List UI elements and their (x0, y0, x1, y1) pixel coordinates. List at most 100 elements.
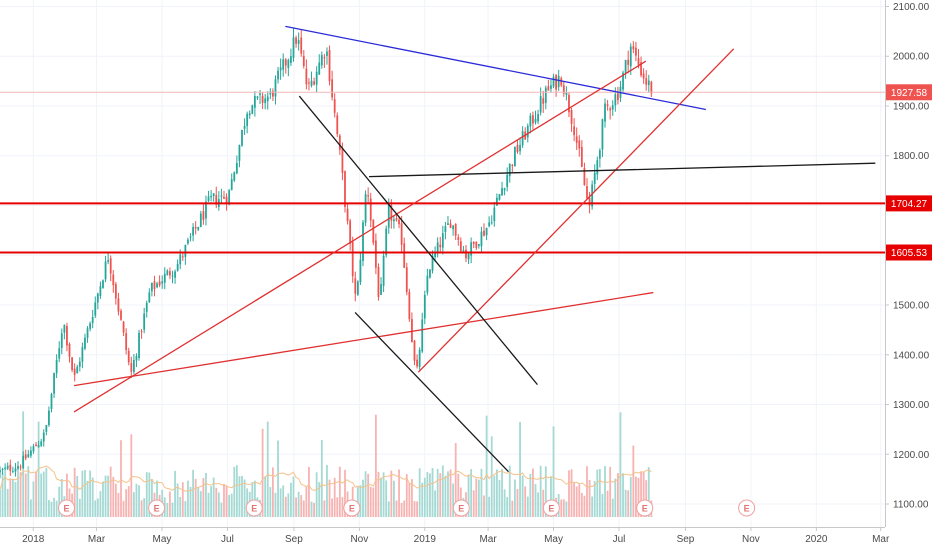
candle[interactable] (48, 406, 50, 427)
candle[interactable] (112, 270, 115, 293)
candle[interactable] (346, 204, 349, 225)
candle[interactable] (125, 328, 128, 355)
candle[interactable] (295, 35, 297, 48)
candle[interactable] (68, 342, 71, 363)
candle[interactable] (640, 56, 642, 78)
candle[interactable] (485, 227, 488, 241)
candle[interactable] (609, 106, 612, 120)
candle[interactable] (356, 280, 359, 296)
candle[interactable] (493, 201, 496, 227)
candle[interactable] (145, 300, 148, 318)
candle[interactable] (120, 308, 122, 321)
candle[interactable] (148, 288, 151, 303)
candle[interactable] (302, 50, 305, 69)
candle[interactable] (251, 104, 254, 115)
candle[interactable] (593, 164, 596, 192)
candle[interactable] (102, 279, 104, 289)
candle[interactable] (246, 111, 249, 134)
candle[interactable] (287, 58, 290, 77)
candle[interactable] (107, 252, 110, 265)
candle[interactable] (380, 277, 382, 296)
candle[interactable] (156, 281, 158, 289)
candle[interactable] (207, 190, 210, 203)
candle[interactable] (552, 73, 555, 89)
candle[interactable] (550, 79, 552, 93)
candle[interactable] (351, 236, 354, 283)
candle[interactable] (372, 219, 375, 246)
candle[interactable] (264, 93, 267, 110)
candle[interactable] (570, 107, 573, 132)
candle[interactable] (122, 320, 125, 337)
trendline[interactable] (354, 312, 509, 473)
candle[interactable] (624, 59, 627, 79)
candle[interactable] (202, 204, 205, 225)
candle[interactable] (212, 193, 215, 202)
candle[interactable] (114, 281, 117, 305)
candle[interactable] (470, 237, 473, 264)
candle[interactable] (483, 223, 485, 237)
candle[interactable] (480, 226, 483, 253)
candle[interactable] (169, 267, 171, 280)
trendlines[interactable] (73, 25, 876, 473)
candle[interactable] (35, 441, 37, 447)
candle[interactable] (436, 237, 439, 258)
candle[interactable] (4, 463, 7, 470)
candle[interactable] (555, 73, 558, 97)
candle[interactable] (310, 71, 313, 88)
candle[interactable] (364, 190, 367, 227)
candle[interactable] (596, 156, 599, 181)
candle[interactable] (369, 192, 372, 228)
candle[interactable] (413, 339, 416, 366)
candle[interactable] (305, 59, 308, 90)
candle[interactable] (586, 178, 588, 200)
candle[interactable] (217, 191, 220, 211)
candle[interactable] (274, 75, 277, 105)
candle[interactable] (11, 466, 14, 474)
candle[interactable] (290, 48, 292, 66)
candle[interactable] (81, 342, 84, 369)
candle[interactable] (233, 171, 236, 183)
candle[interactable] (19, 464, 22, 471)
earnings-marker[interactable]: E (58, 499, 76, 517)
candle[interactable] (300, 29, 303, 57)
candle[interactable] (150, 282, 153, 297)
candle[interactable] (529, 112, 532, 134)
candle[interactable] (40, 438, 43, 448)
earnings-marker[interactable]: E (636, 499, 654, 517)
earnings-marker[interactable]: E (245, 499, 263, 517)
candle[interactable] (58, 341, 61, 363)
candle[interactable] (1, 467, 4, 475)
candle[interactable] (197, 226, 200, 231)
candle[interactable] (439, 236, 442, 253)
earnings-marker[interactable]: E (343, 499, 361, 517)
candle[interactable] (650, 80, 653, 98)
candle[interactable] (138, 329, 140, 361)
candle[interactable] (261, 92, 264, 110)
candle[interactable] (140, 328, 143, 339)
candle[interactable] (632, 41, 635, 54)
candle[interactable] (279, 58, 282, 80)
candle[interactable] (616, 86, 619, 105)
candle[interactable] (519, 137, 521, 155)
candle[interactable] (642, 68, 645, 84)
candle[interactable] (503, 187, 506, 196)
candle[interactable] (611, 100, 614, 116)
candle[interactable] (331, 70, 334, 101)
candle[interactable] (60, 328, 63, 355)
candle[interactable] (501, 181, 503, 196)
candle[interactable] (84, 333, 86, 351)
earnings-marker[interactable]: E (738, 499, 756, 517)
candle[interactable] (215, 186, 218, 209)
candle[interactable] (320, 51, 323, 69)
candle[interactable] (205, 195, 207, 226)
candle[interactable] (421, 312, 424, 354)
candle[interactable] (277, 66, 279, 84)
candle[interactable] (9, 459, 12, 476)
earnings-marker[interactable]: E (542, 499, 560, 517)
candle[interactable] (76, 364, 79, 374)
candle[interactable] (475, 241, 478, 251)
candle[interactable] (117, 292, 120, 316)
candle[interactable] (601, 118, 604, 158)
trendline[interactable] (369, 162, 876, 178)
